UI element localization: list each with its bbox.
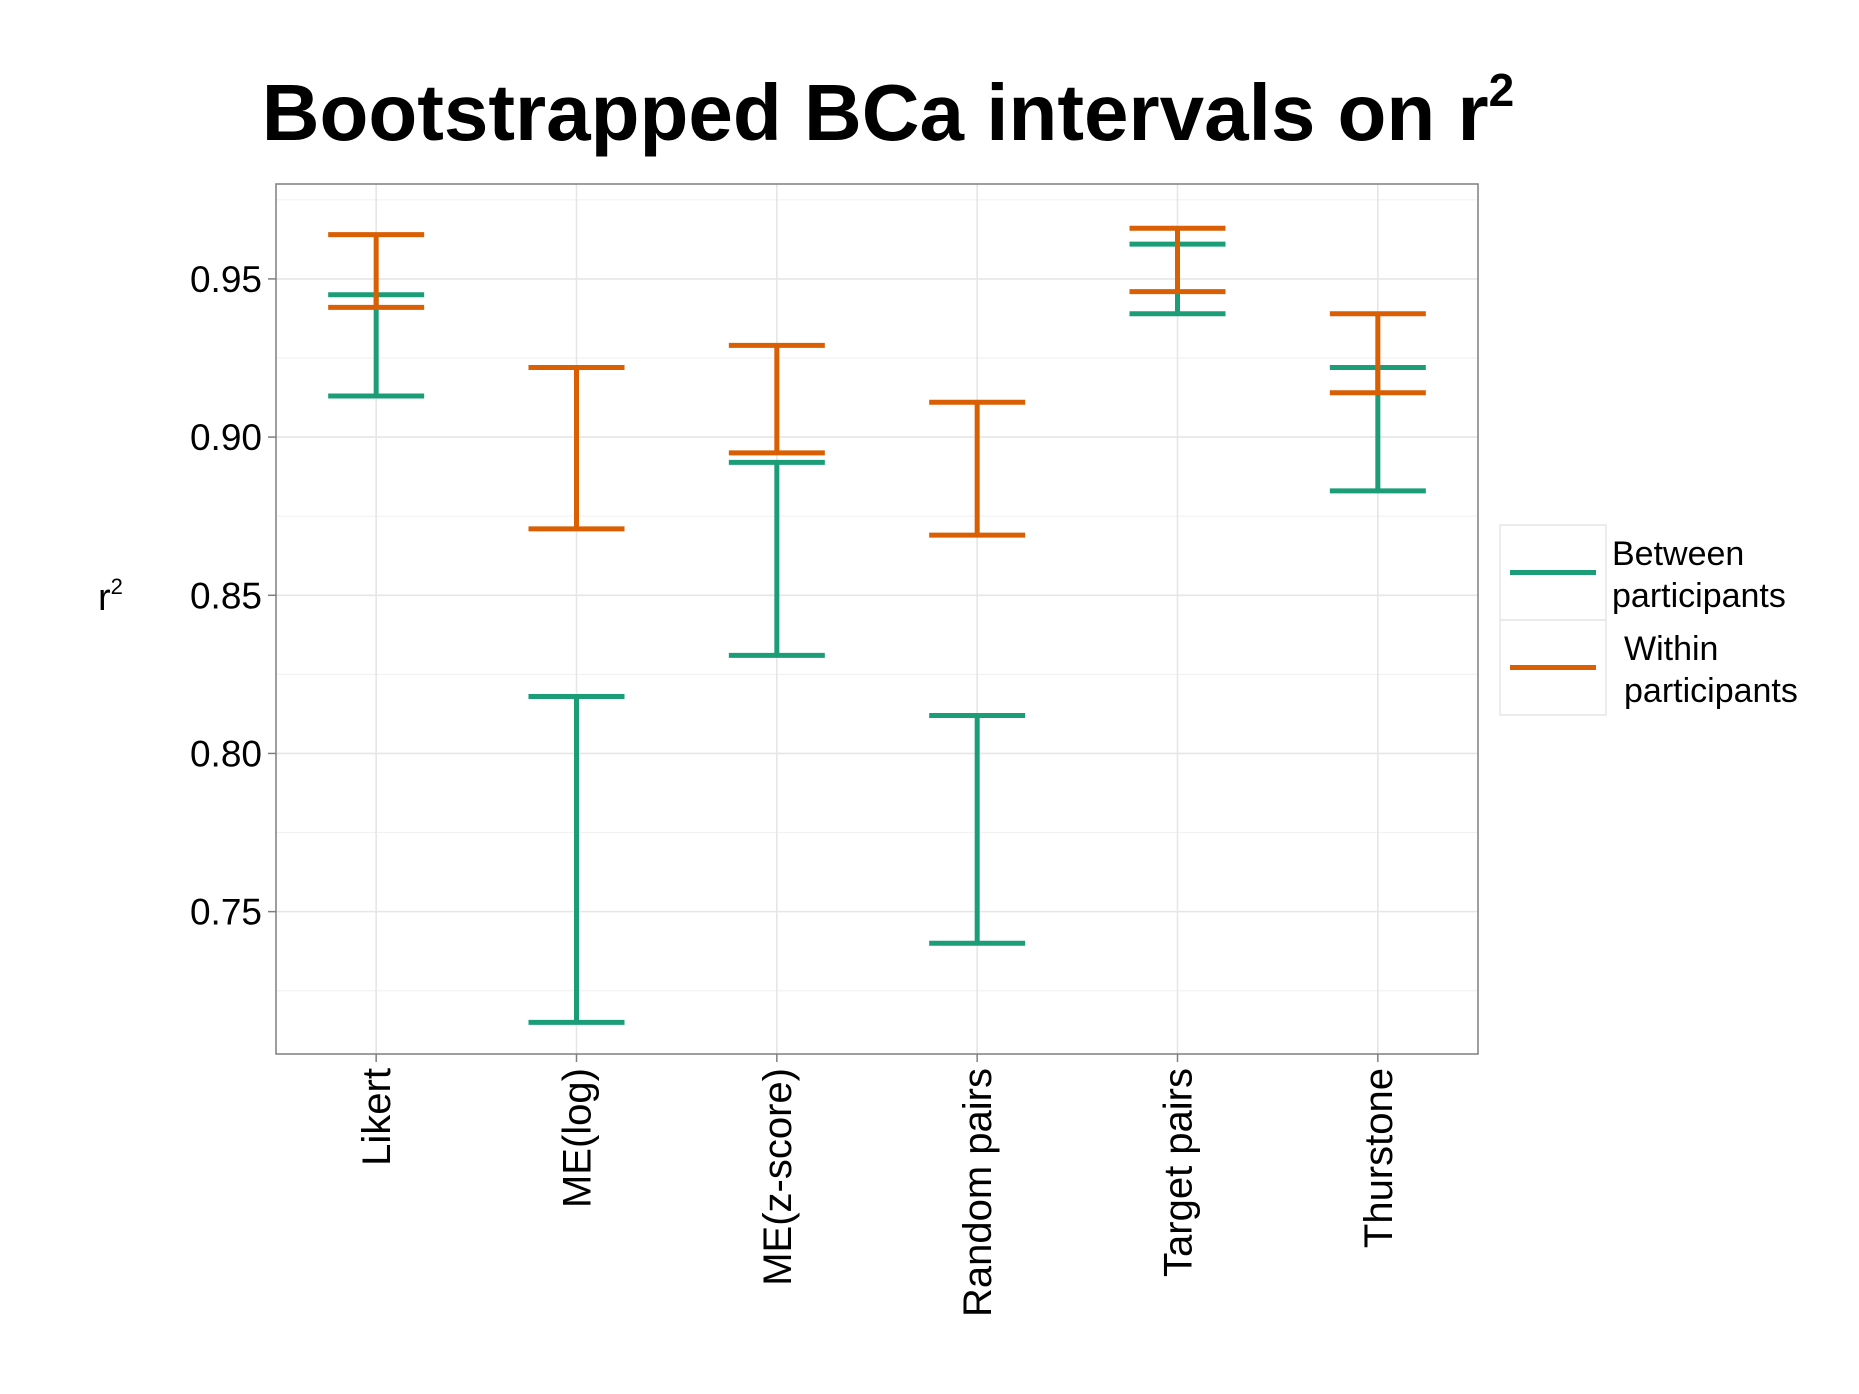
series-1 bbox=[328, 225, 1426, 538]
legend-label: Within bbox=[1624, 630, 1718, 668]
legend-item-0: Between participants bbox=[1499, 524, 1786, 621]
legend-item-1: Within participants bbox=[1499, 619, 1798, 716]
y-tick-label: 0.90 bbox=[190, 417, 262, 458]
x-tick-label: ME(z-score) bbox=[756, 1068, 800, 1286]
legend-label: participants bbox=[1612, 577, 1786, 615]
x-tick-label: Target pairs bbox=[1157, 1068, 1201, 1277]
y-tick-label: 0.95 bbox=[190, 259, 262, 300]
plot-panel bbox=[276, 184, 1478, 1054]
legend: Between participants Within participants bbox=[1499, 524, 1798, 716]
error-bar bbox=[328, 232, 425, 310]
series-0 bbox=[328, 241, 1426, 1025]
chart-title: Bootstrapped BCa intervals on r2 bbox=[262, 64, 1514, 157]
y-axis-label: r2 bbox=[98, 574, 123, 619]
chart-title-text: Bootstrapped BCa intervals on r bbox=[262, 68, 1489, 157]
x-axis: Likert ME(log) ME(z-score) Random pairs Targ… bbox=[355, 1054, 1401, 1317]
x-tick-label: Thurstone bbox=[1357, 1068, 1401, 1248]
error-bars bbox=[328, 225, 1426, 1025]
error-bar bbox=[929, 399, 1026, 538]
legend-label: participants bbox=[1624, 672, 1798, 710]
error-bar bbox=[1329, 311, 1426, 396]
x-tick-label: ME(log) bbox=[556, 1068, 600, 1208]
legend-label: Between bbox=[1612, 535, 1744, 573]
x-tick-label: Random pairs bbox=[956, 1068, 1000, 1317]
x-tick-label: Likert bbox=[355, 1068, 399, 1166]
error-bar bbox=[929, 712, 1026, 946]
error-bar bbox=[1129, 225, 1226, 295]
y-tick-label: 0.80 bbox=[190, 733, 262, 774]
y-axis-label-text: r bbox=[98, 577, 111, 619]
error-bar bbox=[528, 694, 625, 1025]
plot-border bbox=[275, 183, 1479, 1055]
error-bar bbox=[728, 459, 825, 658]
plot-area bbox=[275, 183, 1479, 1055]
error-bar bbox=[728, 342, 825, 456]
error-bar bbox=[528, 364, 625, 532]
chart-title-superscript: 2 bbox=[1489, 64, 1515, 116]
y-tick-label: 0.85 bbox=[190, 575, 262, 616]
y-axis: 0.75 0.80 0.85 0.90 0.95 bbox=[190, 259, 276, 933]
y-axis-label-superscript: 2 bbox=[111, 574, 123, 599]
y-tick-label: 0.75 bbox=[190, 892, 262, 933]
